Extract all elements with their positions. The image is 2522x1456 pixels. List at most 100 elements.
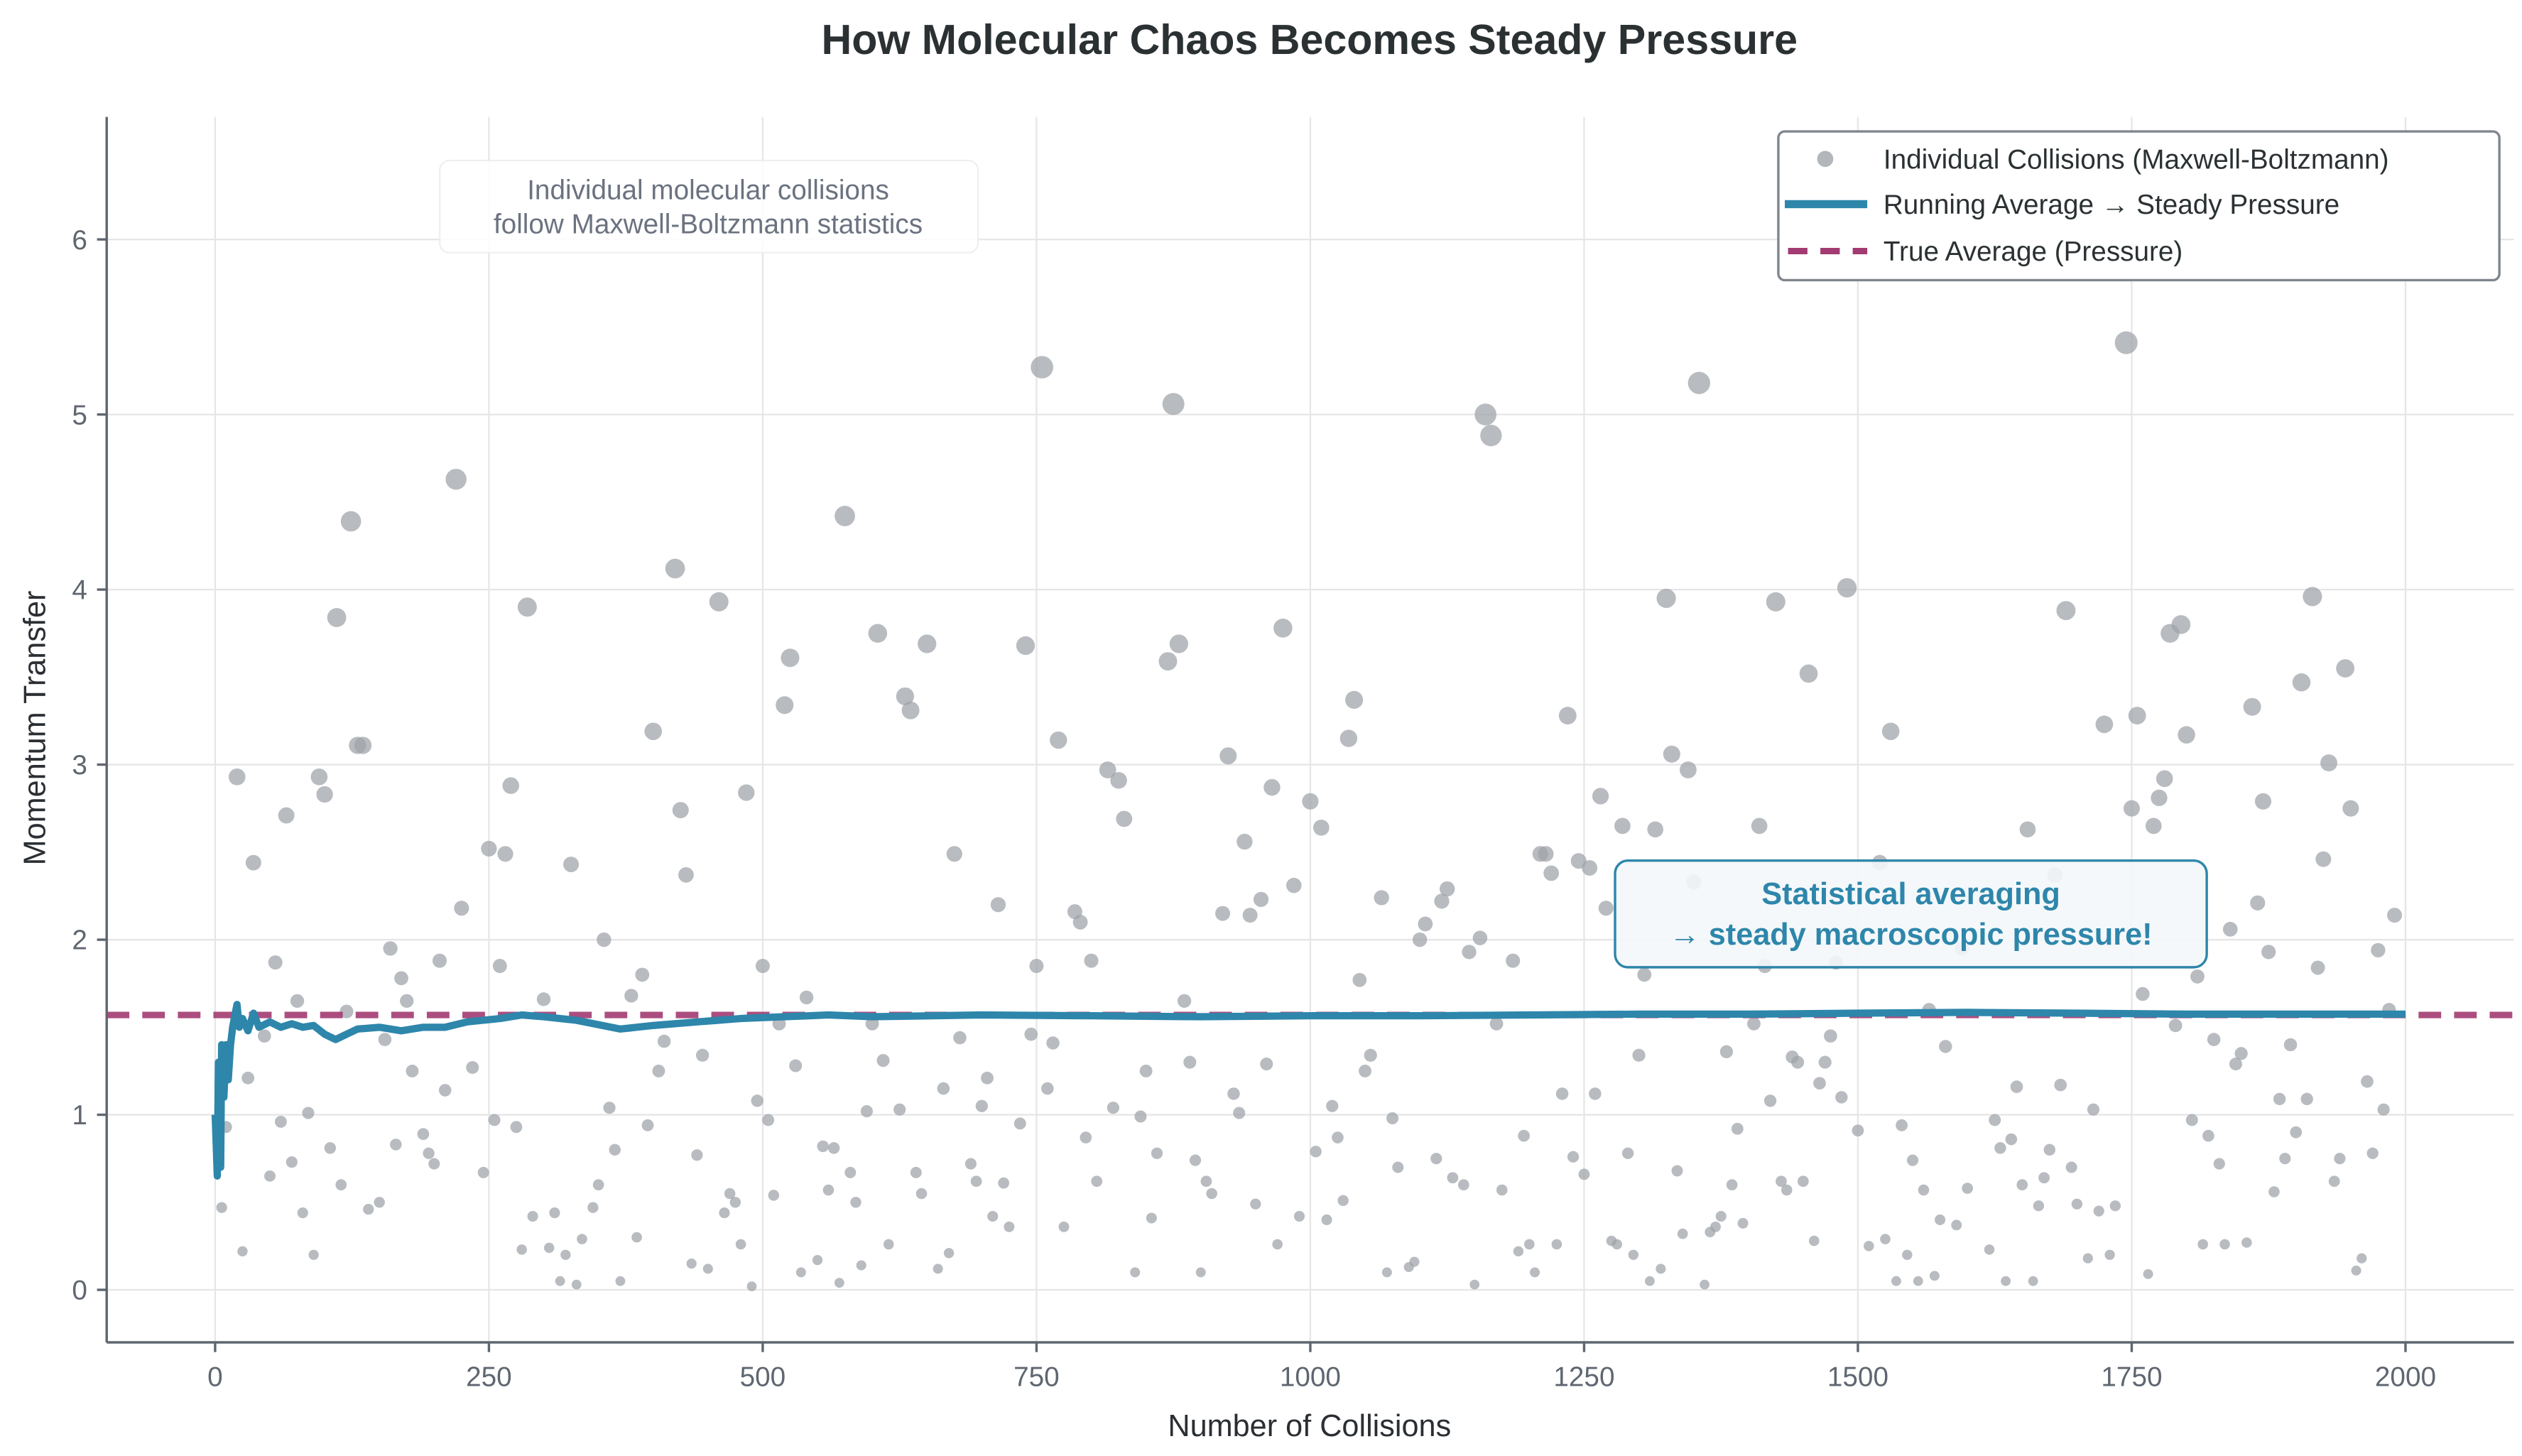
collision-point [2033,1200,2045,1212]
collision-point [488,1114,501,1126]
collision-point [577,1234,587,1244]
callout-annotation: Statistical averaging → steady macroscop… [1614,859,2208,969]
collision-point [1578,1168,1590,1180]
collision-point [883,1239,894,1250]
collision-point [915,1188,928,1200]
collision-point [1747,1016,1761,1031]
collision-point [1647,821,1663,838]
note-annotation: Individual molecular collisions follow M… [439,159,979,254]
collision-point [428,1158,440,1170]
y-tick-label: 4 [72,575,87,606]
collision-point [850,1197,861,1208]
collision-point [1072,914,1088,930]
collision-point [2056,601,2076,621]
collision-point [1374,890,1389,906]
collision-point [1592,788,1609,805]
collision-point [835,506,855,526]
collision-point [390,1139,402,1151]
collision-point [1029,959,1044,974]
collision-point [2336,659,2355,678]
collision-point [1989,1114,2001,1126]
collision-point [1236,833,1253,850]
collision-point [445,469,467,490]
collision-point [2095,715,2114,734]
collision-point [1680,761,1697,778]
collision-point [264,1170,276,1182]
collision-point [2190,969,2205,984]
collision-point [755,959,770,974]
collision-point [2387,908,2403,923]
collision-point [2016,1179,2028,1191]
collision-point [2114,331,2138,354]
legend-label-scatter: Individual Collisions (Maxwell-Boltzmann… [1884,144,2389,175]
collision-point [657,1034,671,1048]
y-tick-label: 6 [72,225,87,256]
collision-point [1530,1267,1540,1278]
collision-point [2279,1153,2291,1165]
collision-point [1628,1249,1638,1260]
collision-point [432,953,447,968]
collision-point [1598,901,1614,916]
collision-point [1489,1016,1504,1031]
collision-point [1386,1112,1399,1124]
collision-point [1632,1048,1646,1062]
collision-point [1439,881,1455,897]
collision-point [1551,1239,1562,1250]
collision-point [1447,1172,1459,1184]
collision-point [2371,942,2386,957]
collision-point [1242,908,1258,923]
x-tick-label: 1250 [1553,1362,1614,1392]
collision-point [492,959,507,974]
collision-point [672,802,689,819]
chart-title: How Molecular Chaos Becomes Steady Press… [821,16,1798,63]
collision-point [615,1276,626,1286]
collision-point [2010,1080,2023,1093]
collision-point [2168,1018,2183,1033]
collision-point [1392,1161,1404,1173]
collision-point [2222,921,2238,937]
collision-point [1621,1147,1634,1159]
collision-point [1206,1188,1217,1200]
collision-point [1272,1239,1283,1250]
collision-point [1016,636,1036,656]
collision-point [1130,1267,1141,1278]
collision-point [2250,895,2266,911]
collision-point [1024,1027,1038,1041]
collision-point [776,696,794,715]
collision-point [1189,1154,1202,1166]
collision-point [2197,1239,2208,1250]
collision-point [1116,810,1133,827]
collision-point [2229,1058,2242,1071]
collision-point [1321,1214,1332,1225]
collision-point [781,648,800,668]
collision-point [516,1244,527,1255]
collision-point [893,1103,906,1116]
collision-point [1837,577,1857,598]
collision-point [2123,800,2140,817]
collision-point [1558,707,1577,724]
collision-point [953,1031,967,1045]
collision-point [1687,371,1711,394]
collision-point [383,941,398,956]
x-tick-label: 1000 [1280,1362,1341,1392]
collision-point [2028,1276,2038,1286]
grid [107,116,2514,1342]
collision-point [1637,967,1652,982]
collision-point [257,1029,271,1043]
collision-point [536,992,551,1006]
legend-label-true: True Average (Pressure) [1884,237,2183,267]
collision-point [1364,1048,1377,1062]
collision-point [597,932,612,947]
collision-point [1766,592,1785,612]
collision-point [665,558,685,579]
collision-point [1381,1267,1392,1278]
collision-point [335,1179,347,1191]
collision-point [827,1142,840,1154]
collision-point [2320,754,2337,772]
collision-point [2342,800,2359,817]
axes: 0 250 500 750 1000 1250 1500 1750 2000 0 1 2 3 4 5 6 [72,116,2514,1392]
collision-point [1099,761,1116,778]
collision-point [1462,945,1477,960]
collision-point [1195,1267,1206,1278]
collision-point [975,1099,988,1112]
